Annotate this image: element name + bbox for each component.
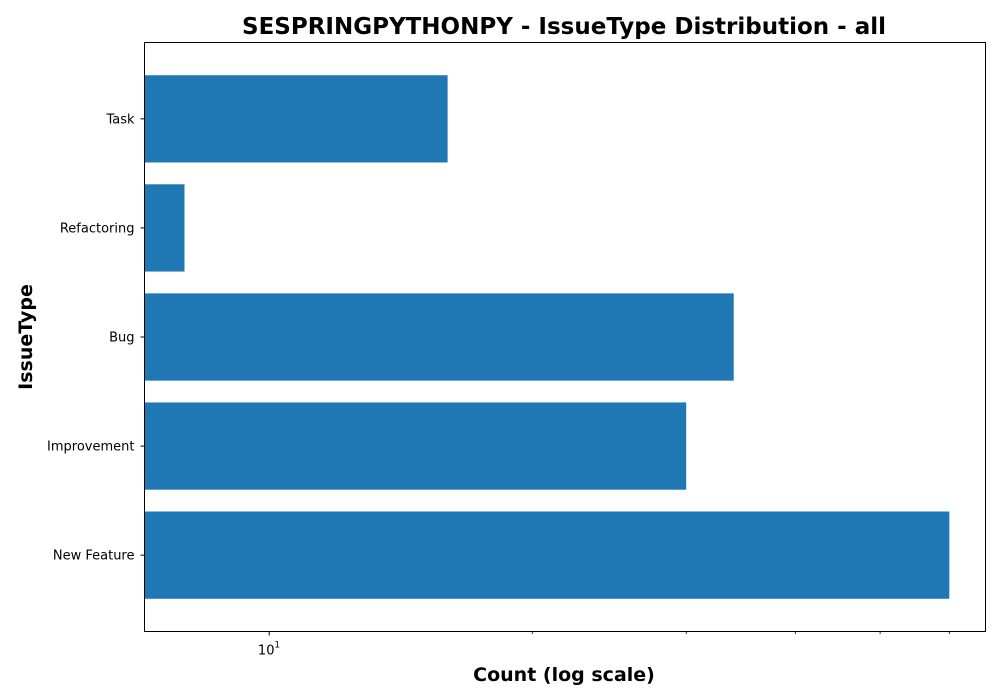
y-tick-label: Bug [109, 331, 134, 346]
bar-refactoring [144, 184, 185, 272]
y-tick-label: Refactoring [60, 221, 135, 236]
y-axis-label: IssueType [15, 284, 37, 390]
y-tick-label: Task [105, 112, 135, 127]
y-tick-label: Improvement [47, 440, 134, 455]
y-tick-label: New Feature [53, 549, 135, 564]
plot-frame [144, 42, 986, 632]
bars-layer [144, 75, 950, 599]
bar-improvement [144, 402, 687, 490]
x-tick-label-exponent: 1 [274, 641, 280, 651]
ticks-layer: New Feature Improvement Bug Refactoring Task… [47, 112, 950, 659]
bar-bug [144, 293, 734, 381]
x-axis-label: Count (log scale) [473, 664, 655, 686]
x-tick-label: 10 [258, 644, 275, 659]
chart-title: SESPRINGPYTHONPY - IssueType Distributio… [242, 14, 886, 40]
bar-new-feature [144, 511, 950, 599]
bar-task [144, 75, 448, 163]
